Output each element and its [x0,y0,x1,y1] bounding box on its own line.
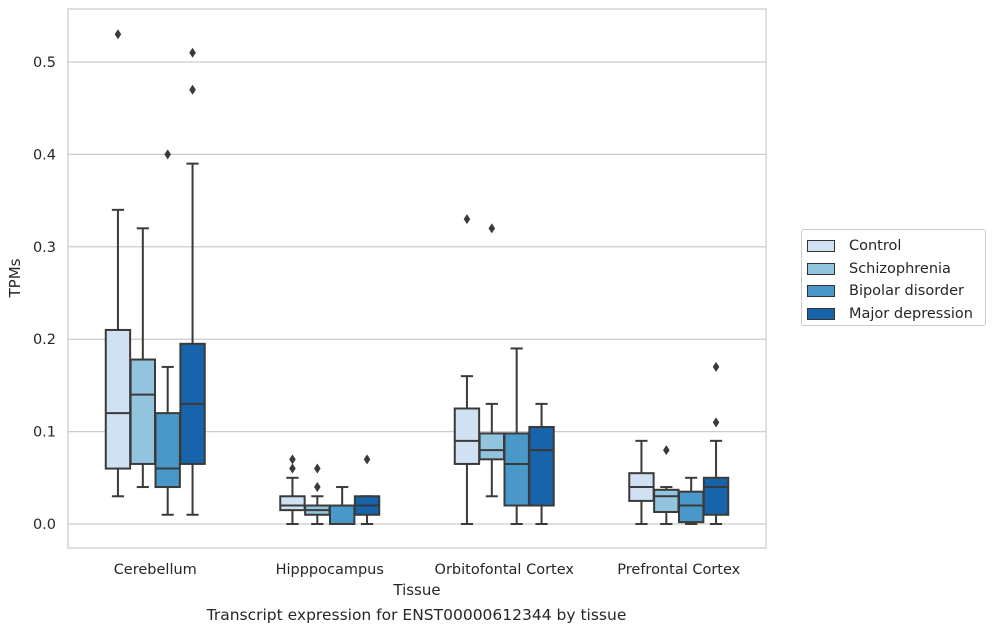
x-tick-label: Hipppocampus [276,562,384,578]
box-control [453,214,481,525]
outlier-point [314,482,321,493]
box-major-depression [353,454,381,525]
box-body [104,328,132,470]
box-control [279,454,306,525]
x-tick-label: Orbitofontal Cortex [435,562,575,578]
legend-label: Control [849,238,902,255]
box-body [154,412,181,489]
legend: Control Schizophrenia Bipolar disorder Majo… [801,229,986,326]
outlier-point [289,463,296,474]
y-tick-labels: 0.0 0.1 0.2 0.3 0.4 0.5 [33,55,56,533]
outlier-point [712,361,720,372]
chart-caption: Transcript expression for ENST0000061234… [206,606,627,624]
box-body [528,425,555,507]
outlier-point [164,149,171,160]
x-tick-label: Cerebellum [114,562,197,578]
outlier-point [189,84,196,95]
outlier-point [712,417,720,428]
legend-swatch [807,307,835,320]
y-tick-label: 0.0 [33,517,56,533]
box-body [503,432,530,507]
outlier-point [488,223,496,234]
x-tick-label: Prefrontal Cortex [617,562,740,578]
box-body [702,476,730,516]
y-tick-label: 0.5 [33,55,56,71]
box-body [453,407,481,465]
box-body [677,490,705,524]
legend-label: Schizophrenia [849,260,951,277]
box-body [279,495,306,512]
box-body [653,488,680,513]
outlier-point [314,463,321,474]
legend-item: Major depression [802,303,985,326]
y-tick-label: 0.4 [33,147,56,163]
legend-label: Major depression [849,305,973,322]
box-bipolar-disorder [154,149,181,516]
box-bipolar-disorder [503,347,530,525]
box-groups [104,29,730,525]
box-body [328,504,356,525]
box-schizophrenia [653,445,680,525]
outlier-point [663,445,670,456]
box-bipolar-disorder [328,486,356,525]
box-control [104,29,132,498]
y-axis-label: TPMs [6,258,24,298]
outlier-point [363,454,371,465]
legend-item: Control [802,235,985,258]
y-tick-label: 0.2 [33,332,56,348]
x-tick-labels: Cerebellum Hipppocampus Orbitofontal Corte… [114,562,741,578]
outlier-point [289,454,296,465]
legend-item: Schizophrenia [802,258,985,281]
legend-label: Bipolar disorder [849,283,964,300]
box-schizophrenia [304,463,331,525]
box-body [129,358,157,465]
box-major-depression [528,402,555,525]
y-tick-label: 0.3 [33,240,56,256]
box-schizophrenia [478,223,506,498]
box-body [478,432,506,461]
outlier-point [189,47,196,58]
legend-swatch [807,285,835,298]
box-bipolar-disorder [677,476,705,525]
box-control [628,439,655,525]
legend-item: Bipolar disorder [802,280,985,303]
x-axis-label: Tissue [392,581,440,599]
legend-swatch [807,240,835,253]
legend-swatch [807,262,835,275]
outlier-point [114,29,122,40]
outlier-point [463,214,471,225]
box-major-depression [702,361,730,525]
plot-frame [67,8,767,549]
y-tick-label: 0.1 [33,425,56,441]
box-major-depression [179,47,206,516]
box-schizophrenia [129,227,157,489]
